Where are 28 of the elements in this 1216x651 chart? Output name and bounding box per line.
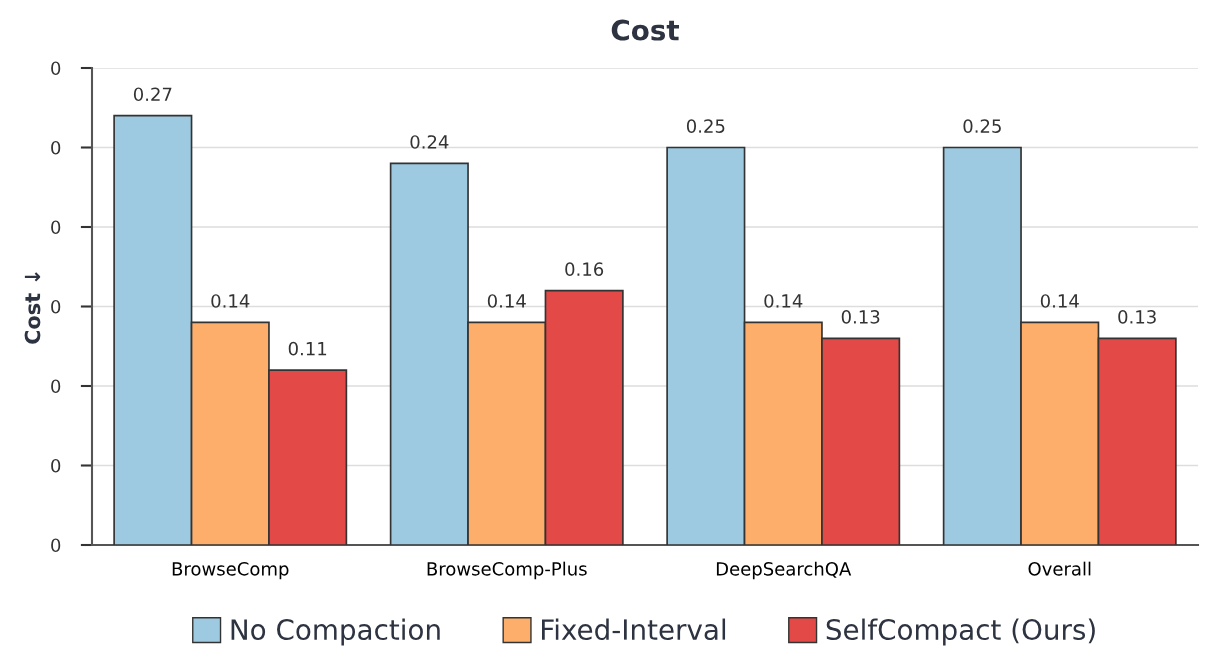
chart-title: Cost	[611, 19, 680, 41]
x-tick-label: BrowseComp	[172, 561, 289, 580]
data-label: 0.25	[686, 119, 725, 133]
x-tick-label: DeepSearchQA	[716, 561, 852, 580]
data-label: 0.14	[764, 294, 803, 308]
y-tick-label: 0	[51, 220, 61, 235]
data-label: 0.14	[487, 294, 526, 308]
y-tick-label: 0	[51, 299, 61, 314]
y-tick-label: 0	[51, 538, 61, 553]
data-label: 0.27	[133, 87, 172, 102]
data-label: 0.13	[1118, 310, 1156, 324]
y-axis-title: Cost ↓	[24, 272, 41, 344]
y-tick-label: 0	[51, 379, 61, 394]
legend-label: Fixed-Interval	[542, 618, 726, 641]
x-tick-label: BrowseComp-Plus	[427, 561, 587, 580]
data-label: 0.14	[1040, 294, 1079, 308]
data-label: 0.14	[211, 294, 250, 308]
data-label: 0.16	[565, 262, 604, 276]
data-label: 0.13	[841, 310, 880, 324]
legend-label: SelfCompact (Ours)	[826, 618, 1095, 646]
x-tick-label: Overall	[1028, 561, 1091, 576]
data-label: 0.25	[963, 119, 1001, 133]
y-tick-label: 0	[51, 61, 61, 76]
y-tick-label: 0	[51, 140, 61, 155]
data-label: 0.24	[410, 135, 449, 149]
y-tick-label: 0	[51, 458, 61, 473]
data-label: 0.11	[288, 341, 327, 356]
legend-label: No Compaction	[231, 618, 440, 646]
